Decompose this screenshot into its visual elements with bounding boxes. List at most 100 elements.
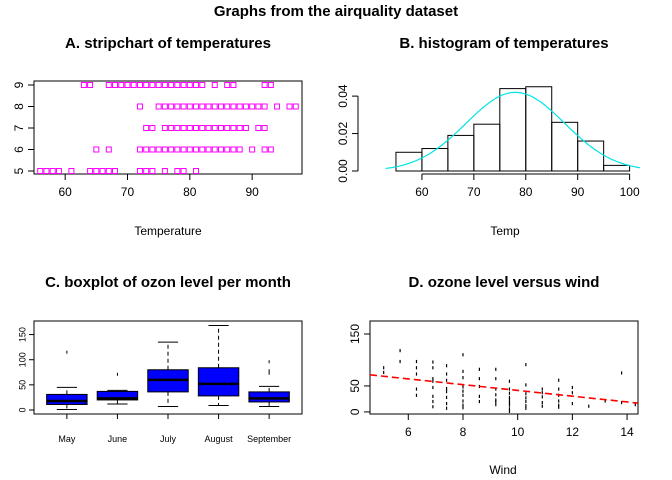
stripchart-panel: A. stripchart of temperatures Temperatur… <box>12 35 303 238</box>
strip-point <box>193 168 200 174</box>
strip-point <box>93 168 100 174</box>
strip-point <box>174 125 181 131</box>
histogram-bar <box>473 123 501 172</box>
boxplot-title: C. boxplot of ozon level per month <box>45 274 291 291</box>
figure-title: Graphs from the airquality dataset <box>214 3 458 20</box>
strip-point <box>180 103 187 110</box>
strip-point <box>199 82 206 88</box>
strip-point <box>255 125 262 131</box>
stripchart-x-tick-label: 60 <box>58 185 72 199</box>
strip-point <box>87 82 94 88</box>
wind-scatter-y-tick-label: 150 <box>348 324 362 344</box>
strip-point <box>130 82 137 88</box>
strip-point <box>230 82 237 88</box>
boxplot-category-label: July <box>160 434 177 444</box>
strip-point <box>168 146 175 153</box>
strip-point <box>180 82 187 88</box>
strip-point <box>274 103 281 110</box>
strip-point <box>143 125 150 131</box>
strip-point <box>149 82 156 88</box>
strip-point <box>112 82 119 88</box>
histogram-title: B. histogram of temperatures <box>399 35 608 52</box>
strip-point <box>118 82 125 88</box>
strip-point <box>124 82 131 88</box>
strip-point <box>199 125 206 131</box>
histogram-y-tick-label: 0.02 <box>336 122 350 146</box>
histogram-bar <box>395 151 423 172</box>
strip-point <box>168 125 175 131</box>
strip-point <box>105 168 112 174</box>
histogram-panel: B. histogram of temperatures Temp 60 70 80… <box>336 35 641 238</box>
strip-point <box>55 168 62 174</box>
histogram-plot: 60 70 80 90 100 0.00 0.02 0.04 <box>336 84 641 199</box>
strip-point <box>199 103 206 110</box>
boxplot-box <box>46 393 88 405</box>
strip-point <box>211 82 218 88</box>
strip-point <box>224 146 231 153</box>
boxplot-box <box>248 391 290 403</box>
boxplot-plot: 0 50 100 150 May June July August September <box>17 320 303 444</box>
histogram-x-tick-label: 100 <box>620 185 640 199</box>
strip-point <box>205 146 212 153</box>
histogram-bar <box>421 148 449 172</box>
histogram-y-tick-label: 0.04 <box>336 84 350 108</box>
strip-point <box>186 103 193 110</box>
strip-point <box>174 146 181 153</box>
strip-point <box>261 82 268 88</box>
strip-point <box>155 146 162 153</box>
strip-point <box>261 125 268 131</box>
strip-point <box>186 82 193 88</box>
wind-scatter-x-tick-label: 10 <box>511 425 525 439</box>
histogram-bar <box>603 164 631 172</box>
strip-point <box>267 146 274 153</box>
strip-point <box>180 125 187 131</box>
strip-point <box>136 103 143 110</box>
strip-point <box>193 82 200 88</box>
strip-point <box>149 168 156 174</box>
strip-point <box>249 146 256 153</box>
boxplot-category-label: June <box>108 434 128 444</box>
wind-scatter-title: D. ozone level versus wind <box>409 274 600 291</box>
boxplot-category-label: May <box>58 434 76 444</box>
strip-point <box>37 168 44 174</box>
strip-point <box>136 146 143 153</box>
strip-point <box>180 168 187 174</box>
wind-scatter-x-tick-label: 6 <box>405 425 412 439</box>
strip-point <box>224 103 231 110</box>
strip-point <box>161 125 168 131</box>
strip-point <box>193 125 200 131</box>
density-curve <box>385 91 641 170</box>
strip-point <box>211 125 218 131</box>
strip-point <box>261 146 268 153</box>
strip-point <box>180 146 187 153</box>
wind-scatter-plot: 6 8 10 12 14 0 50 150 <box>348 320 639 439</box>
strip-point <box>149 125 156 131</box>
boxplot-y-tick-label: 100 <box>17 352 27 367</box>
strip-point <box>99 168 106 174</box>
strip-point <box>174 82 181 88</box>
boxplot-y-tick-label: 0 <box>17 407 27 412</box>
strip-point <box>143 168 150 174</box>
strip-point <box>161 146 168 153</box>
strip-point <box>80 82 87 88</box>
boxplot-panel: C. boxplot of ozon level per month 0 50 10… <box>17 274 303 444</box>
strip-point <box>93 146 100 153</box>
strip-point <box>236 146 243 153</box>
wind-scatter-y-tick-label: 50 <box>348 379 362 393</box>
strip-point <box>186 146 193 153</box>
strip-point <box>267 82 274 88</box>
wind-scatter-y-tick-label: 0 <box>348 408 362 415</box>
boxplot-category-label: August <box>205 434 234 444</box>
strip-point <box>193 103 200 110</box>
strip-point <box>205 125 212 131</box>
histogram-x-tick-label: 60 <box>415 185 429 199</box>
strip-point <box>68 168 75 174</box>
strip-point <box>161 168 168 174</box>
strip-point <box>105 82 112 88</box>
strip-point <box>155 82 162 88</box>
strip-point <box>242 103 249 110</box>
histogram-bar <box>499 88 527 172</box>
strip-point <box>249 103 256 110</box>
stripchart-xlabel: Temperature <box>134 224 202 238</box>
strip-point <box>168 103 175 110</box>
